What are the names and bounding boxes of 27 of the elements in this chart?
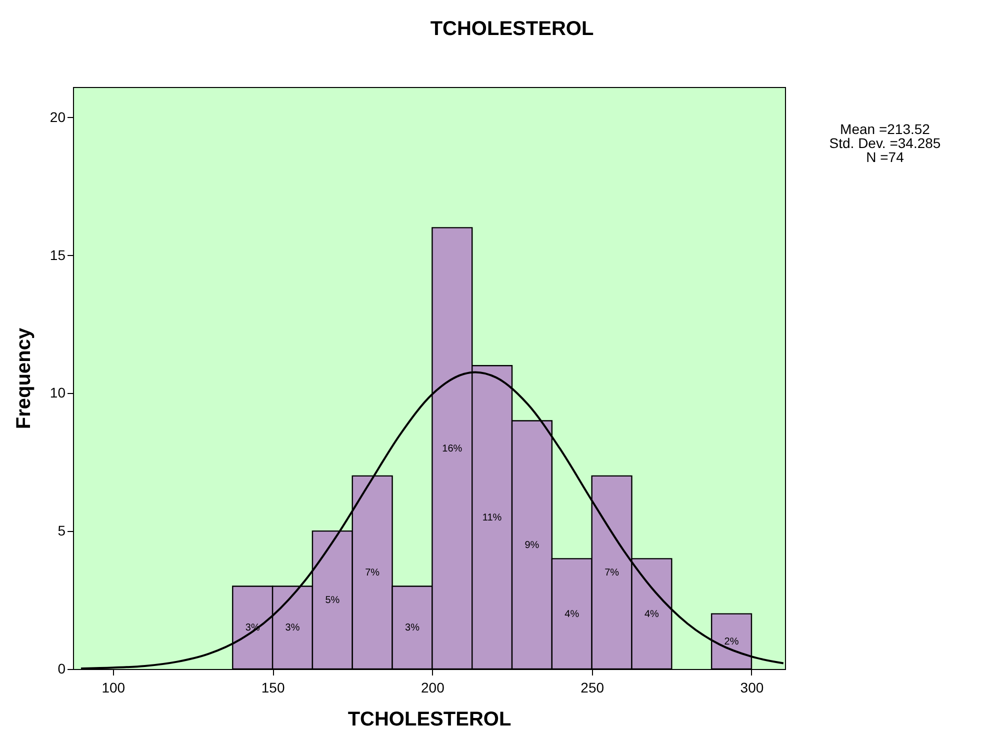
y-axis-title: Frequency <box>12 327 35 430</box>
y-tick-label: 0 <box>58 660 66 676</box>
x-tick-label: 150 <box>261 680 285 696</box>
data-label: 4% <box>644 608 660 620</box>
x-tick-label: 300 <box>740 680 764 696</box>
x-tick-label: 100 <box>102 680 126 696</box>
y-tick-label: 20 <box>50 108 66 125</box>
x-axis-title: TCHOLESTEROL <box>348 708 512 730</box>
data-label: 11% <box>482 512 502 524</box>
chart-title: TCHOLESTEROL <box>430 18 594 40</box>
data-label: 3% <box>285 622 300 634</box>
y-tick-label: 10 <box>50 384 66 401</box>
y-tick-label: 5 <box>58 522 66 539</box>
data-label: 2% <box>724 636 739 648</box>
data-label: 7% <box>604 567 620 578</box>
y-tick-label: 15 <box>50 246 66 263</box>
data-label: 4% <box>564 608 580 620</box>
text: N =74 <box>866 149 904 165</box>
data-label: 7% <box>365 567 380 578</box>
data-label: 9% <box>524 540 540 551</box>
text: Std. Dev. =34.285 <box>829 135 941 151</box>
x-tick-label: 200 <box>421 680 445 696</box>
data-label: 3% <box>405 622 420 634</box>
data-label: 16% <box>442 443 462 454</box>
data-label: 5% <box>325 595 340 606</box>
text: Mean =213.52 <box>840 121 930 137</box>
x-tick-label: 250 <box>580 680 604 696</box>
